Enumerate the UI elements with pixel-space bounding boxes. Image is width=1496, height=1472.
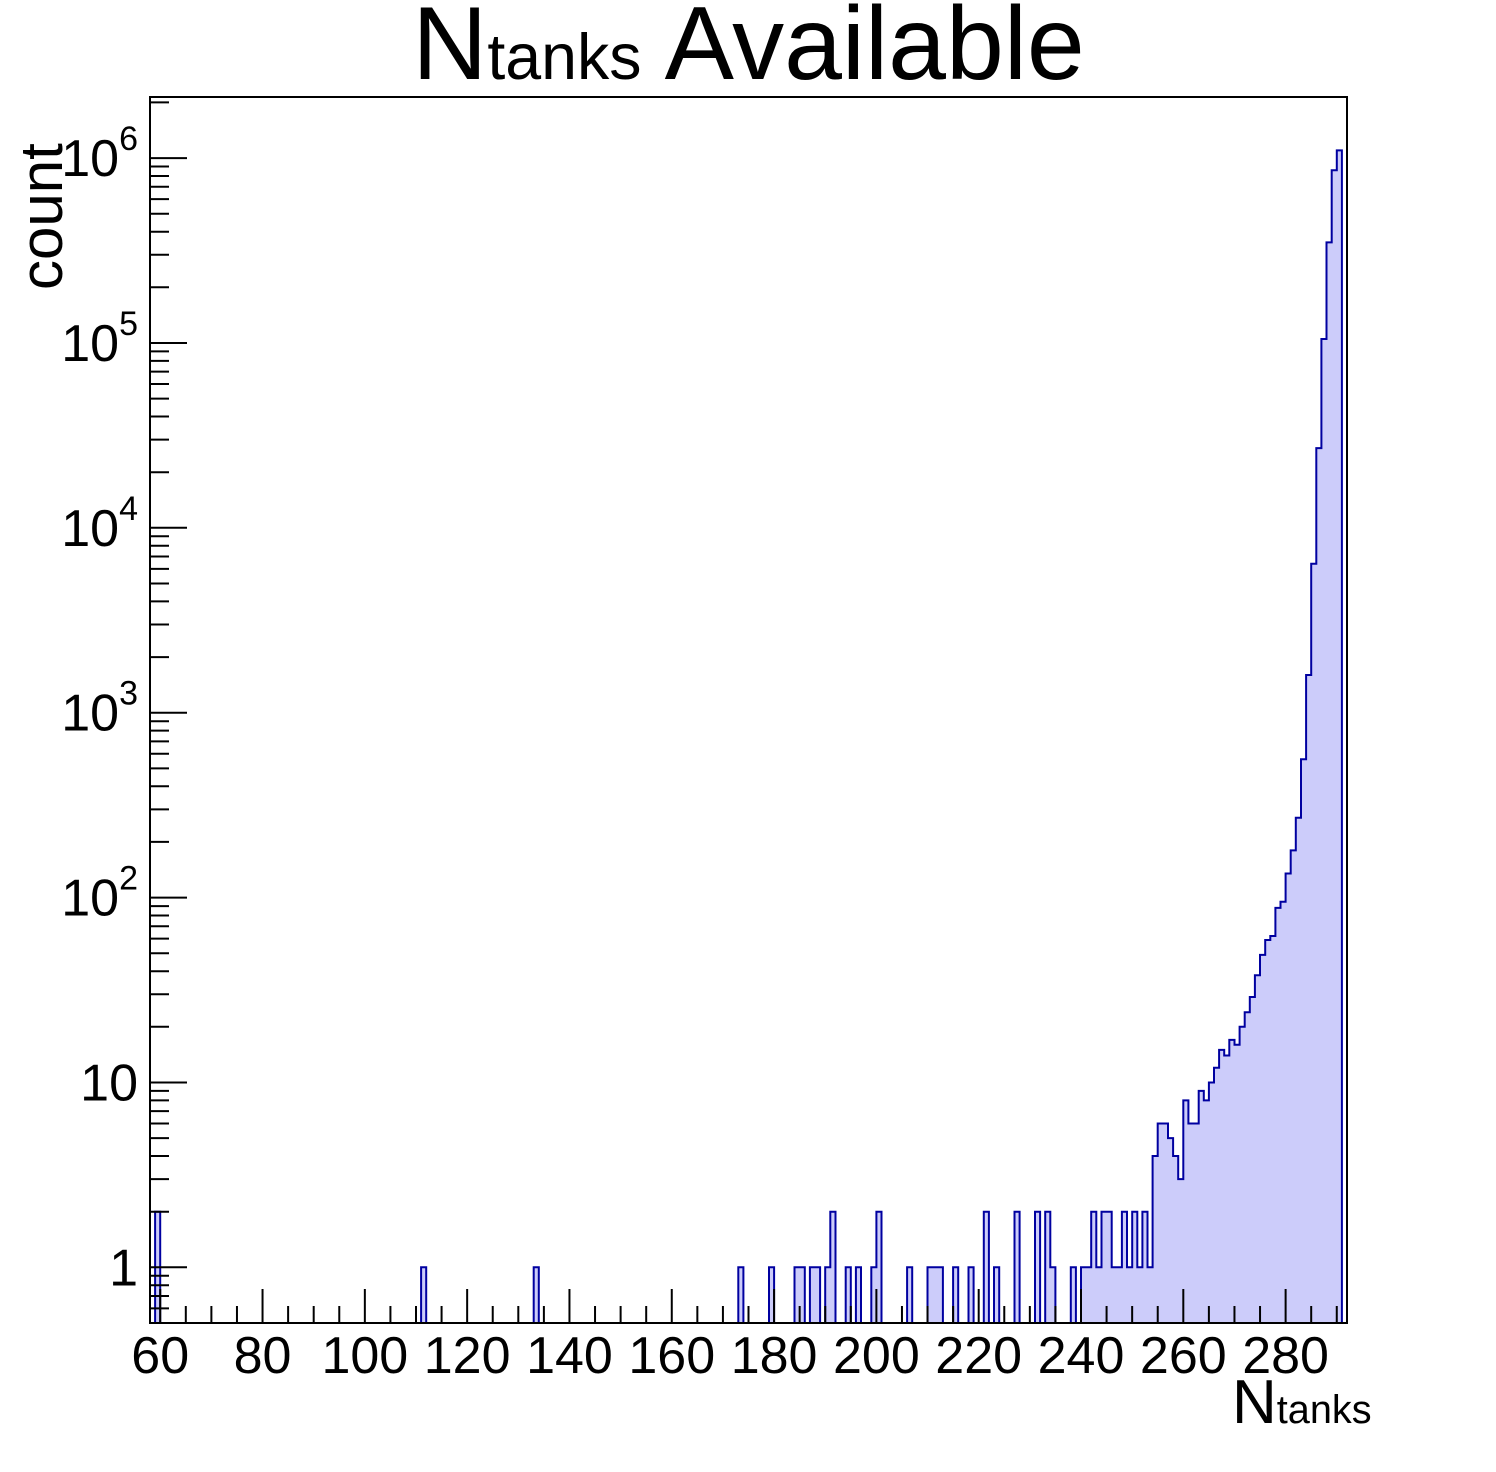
x-tick-label: 180 [731,1327,818,1385]
y-tick-label: 10 [80,1055,138,1113]
x-tick-label: 100 [321,1327,408,1385]
y-axis-title: count [8,143,75,290]
x-tick-label: 60 [131,1327,189,1385]
x-tick-label: 120 [424,1327,511,1385]
x-tick-label: 140 [526,1327,613,1385]
x-tick-label: 240 [1038,1327,1125,1385]
y-tick-label: 102 [61,860,138,928]
y-tick-label: 105 [61,305,138,373]
x-tick-label: 260 [1140,1327,1227,1385]
x-tick-label: 80 [234,1327,292,1385]
y-tick-label: 103 [61,675,138,743]
x-axis-title: Ntanks [1232,1372,1372,1434]
y-tick-label: 1 [109,1239,138,1297]
x-tick-label: 200 [833,1327,920,1385]
x-tick-label: 220 [935,1327,1022,1385]
chart-title-prefix: N [412,0,488,102]
y-tick-label: 106 [61,120,138,188]
x-axis-title-subscript: tanks [1276,1388,1372,1432]
histogram-shape [150,149,1347,1324]
plot-frame [149,96,1348,1324]
chart-title: Ntanks Available [150,0,1347,96]
x-axis-title-prefix: N [1232,1368,1277,1437]
x-tick-label: 160 [628,1327,715,1385]
chart-title-subscript: tanks [487,21,642,93]
y-tick-label: 104 [61,490,138,558]
chart-title-suffix: Available [641,0,1085,102]
x-tick-label: 280 [1242,1327,1329,1385]
